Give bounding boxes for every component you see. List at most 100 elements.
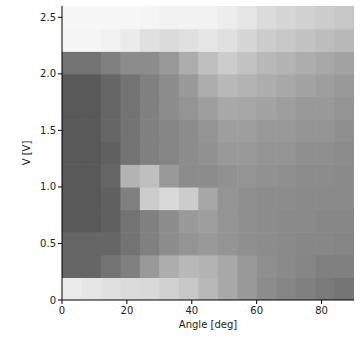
cell	[159, 232, 179, 255]
cell	[140, 51, 160, 74]
cell	[159, 142, 179, 165]
cell	[81, 119, 101, 142]
cell	[140, 210, 160, 233]
cell	[257, 277, 277, 300]
cell	[62, 187, 82, 210]
cell	[81, 255, 101, 278]
cell	[335, 142, 354, 165]
cell	[218, 96, 238, 119]
cell	[296, 6, 316, 29]
cell	[159, 96, 179, 119]
x-tick	[191, 300, 192, 304]
cell	[276, 51, 296, 74]
cell	[335, 96, 354, 119]
cell	[179, 96, 199, 119]
cell	[81, 164, 101, 187]
x-tick-label: 40	[185, 305, 198, 316]
y-tick	[58, 73, 62, 74]
x-tick-label: 20	[121, 305, 134, 316]
cell	[276, 187, 296, 210]
cell	[257, 74, 277, 97]
cell	[140, 119, 160, 142]
y-axis-title: V [V]	[21, 141, 32, 166]
cell	[179, 119, 199, 142]
cell	[62, 277, 82, 300]
cell	[218, 210, 238, 233]
cell	[237, 187, 257, 210]
cell	[335, 119, 354, 142]
x-tick	[256, 300, 257, 304]
cell	[140, 29, 160, 52]
heatmap-cells	[62, 6, 354, 300]
cell	[335, 51, 354, 74]
y-tick-label: 0	[50, 295, 56, 306]
cell	[179, 187, 199, 210]
cell	[159, 119, 179, 142]
cell	[237, 29, 257, 52]
x-axis-title: Angle [deg]	[179, 319, 237, 330]
cell	[120, 96, 140, 119]
cell	[179, 29, 199, 52]
cell	[62, 96, 82, 119]
cell	[81, 232, 101, 255]
cell	[179, 142, 199, 165]
cell	[120, 74, 140, 97]
cell	[81, 142, 101, 165]
cell	[257, 210, 277, 233]
cell	[198, 96, 218, 119]
cell	[257, 255, 277, 278]
cell	[276, 142, 296, 165]
cell	[198, 232, 218, 255]
cell	[237, 255, 257, 278]
cell	[276, 6, 296, 29]
cell	[296, 210, 316, 233]
cell	[218, 6, 238, 29]
x-tick	[62, 300, 63, 304]
cell	[120, 29, 140, 52]
cell	[257, 164, 277, 187]
cell	[315, 96, 335, 119]
cell	[335, 255, 354, 278]
cell	[81, 210, 101, 233]
cell	[101, 51, 121, 74]
cell	[179, 6, 199, 29]
cell	[101, 96, 121, 119]
cell	[159, 277, 179, 300]
cell	[140, 6, 160, 29]
cell	[179, 210, 199, 233]
cell	[257, 187, 277, 210]
cell	[198, 142, 218, 165]
cell	[218, 277, 238, 300]
cell	[218, 51, 238, 74]
cell	[276, 96, 296, 119]
cell	[120, 187, 140, 210]
cell	[237, 232, 257, 255]
cell	[120, 51, 140, 74]
cell	[218, 164, 238, 187]
cell	[237, 277, 257, 300]
cell	[335, 232, 354, 255]
cell	[218, 232, 238, 255]
cell	[179, 232, 199, 255]
cell	[257, 6, 277, 29]
cell	[276, 255, 296, 278]
cell	[62, 119, 82, 142]
cell	[159, 6, 179, 29]
cell	[198, 51, 218, 74]
cell	[101, 277, 121, 300]
cell	[218, 29, 238, 52]
cell	[198, 277, 218, 300]
cell	[237, 51, 257, 74]
cell	[296, 187, 316, 210]
cell	[237, 119, 257, 142]
cell	[81, 29, 101, 52]
y-tick-label: 0.5	[40, 238, 56, 249]
cell	[276, 164, 296, 187]
cell	[62, 232, 82, 255]
cell	[296, 119, 316, 142]
cell	[140, 142, 160, 165]
cell	[296, 277, 316, 300]
cell	[179, 51, 199, 74]
cell	[315, 187, 335, 210]
cell	[120, 232, 140, 255]
